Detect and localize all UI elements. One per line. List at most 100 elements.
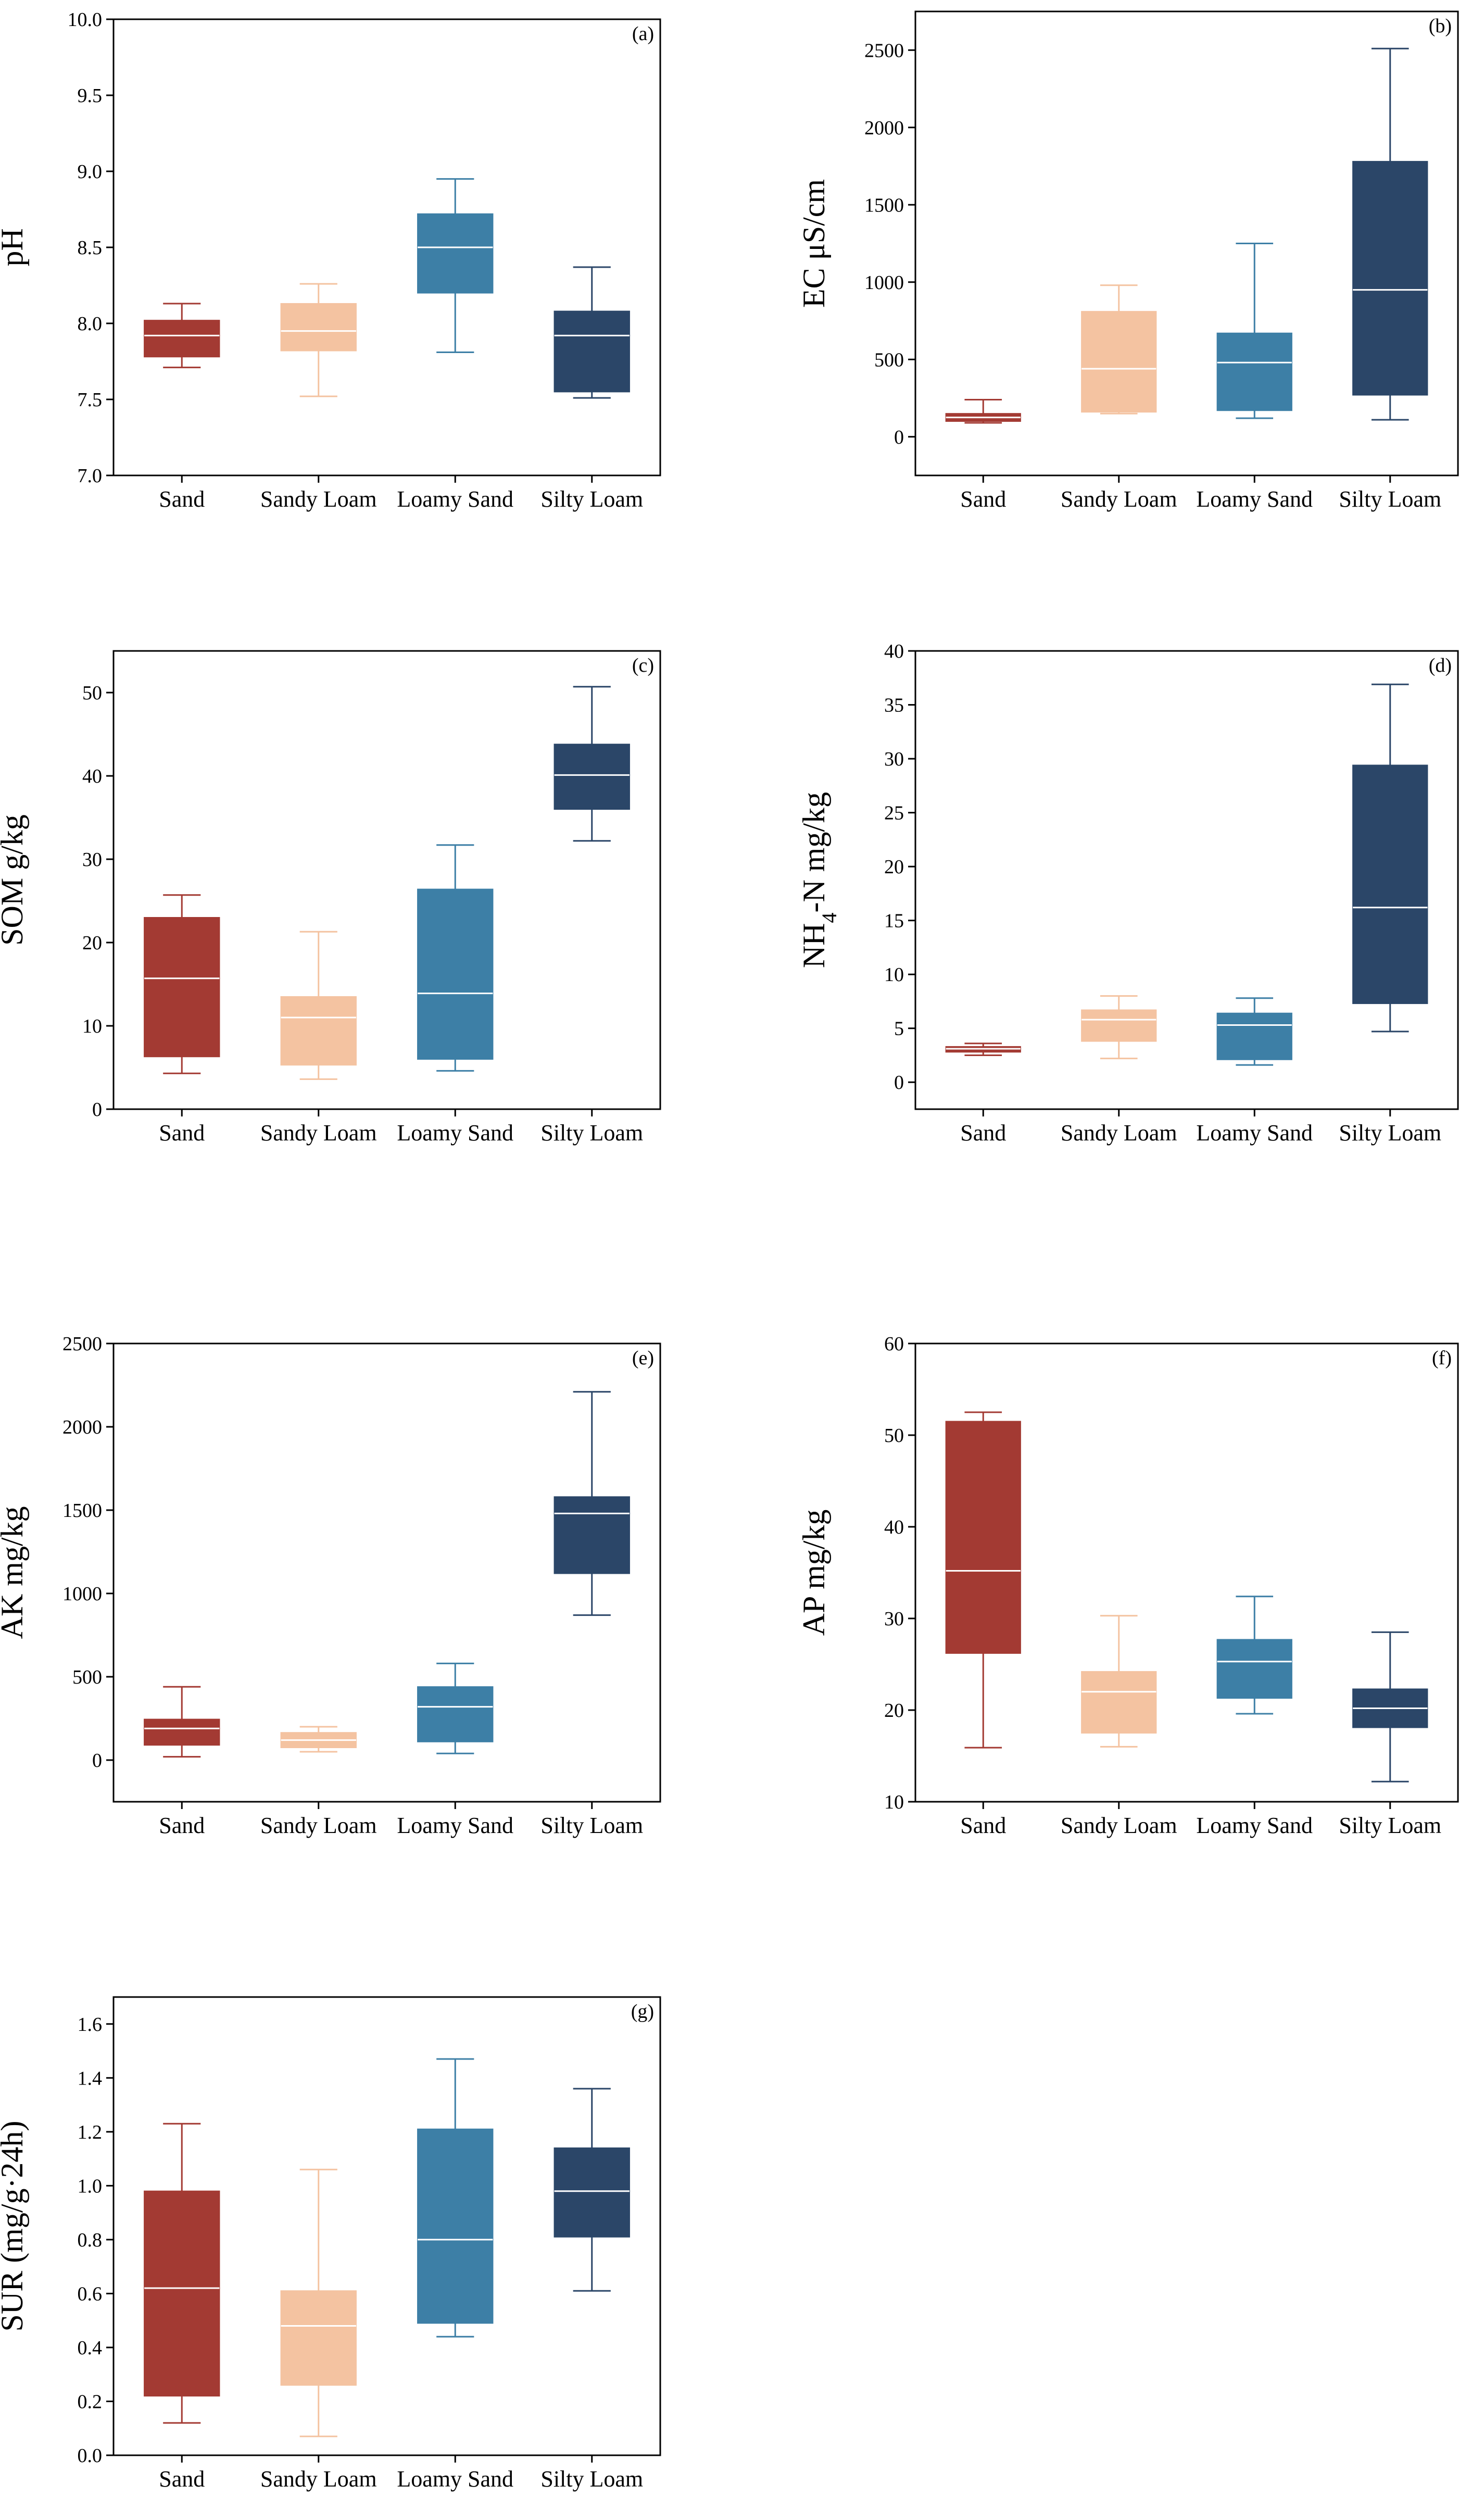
y-tick-label: 0 (92, 1099, 102, 1121)
box-sandy-loam (280, 1726, 357, 1753)
category-label: Sandy Loam (260, 486, 377, 512)
box-silty-loam (1352, 47, 1428, 421)
category-label: Sand (960, 1813, 1006, 1838)
category-label: Sand (159, 486, 205, 512)
y-tick-label: 1.6 (78, 2014, 103, 2036)
category-label: Sand (159, 2466, 205, 2492)
y-tick-label: 10 (884, 964, 904, 986)
category-label: Sandy Loam (1061, 1813, 1177, 1838)
panel-label: (f) (1432, 1347, 1452, 1369)
y-axis-title: pH (0, 228, 29, 266)
y-tick-label: 40 (884, 1516, 904, 1538)
panel-label: (g) (631, 2001, 654, 2023)
chart-panel-f: 10 20 30 40 50 60 Sand Sandy Loam Loamy Sand Silt… (797, 1333, 1459, 1838)
iqr-box (144, 320, 220, 358)
category-label: Sand (960, 1120, 1006, 1146)
iqr-box (554, 1496, 630, 1574)
box-sandy-loam (1081, 284, 1157, 415)
box-loamy-sand (1216, 997, 1292, 1066)
iqr-box (1352, 161, 1428, 396)
y-tick-label: 50 (82, 682, 102, 704)
chart-panel-a: 7.0 7.5 8.0 8.5 9.0 9.5 10.0 Sand Sandy Loam Loam… (0, 9, 661, 512)
plot-frame (112, 18, 661, 476)
y-tick-label: 40 (884, 641, 904, 662)
y-tick-label: 0 (894, 426, 904, 448)
plot-frame (914, 650, 1459, 1110)
iqr-box (554, 310, 630, 393)
box-sandy-loam (280, 283, 357, 397)
box-loamy-sand (1216, 243, 1292, 419)
box-sand (144, 894, 220, 1074)
y-tick-label: 7.5 (78, 389, 103, 411)
y-tick-label: 1500 (62, 1500, 102, 1522)
category-label: Silty Loam (540, 1120, 643, 1146)
box-sand (144, 1686, 220, 1758)
iqr-box (280, 996, 357, 1066)
y-tick-label: 0 (92, 1750, 102, 1772)
y-tick-label: 1.2 (78, 2121, 103, 2143)
y-tick-label: 7.0 (78, 465, 103, 487)
y-tick-label: 15 (884, 910, 904, 932)
y-tick-label: 1.4 (78, 2067, 103, 2089)
box-loamy-sand (417, 178, 494, 353)
y-axis-title-subscript: 4 (818, 912, 841, 923)
iqr-box (1081, 1009, 1157, 1042)
category-label: Sandy Loam (260, 1120, 377, 1146)
y-tick-label: 10 (82, 1015, 102, 1037)
iqr-box (280, 303, 357, 351)
box-silty-loam (1352, 1631, 1428, 1782)
box-sand (945, 1043, 1021, 1056)
y-tick-label: 30 (884, 748, 904, 770)
iqr-box (554, 744, 630, 810)
iqr-box (144, 917, 220, 1058)
y-tick-label: 30 (884, 1608, 904, 1630)
chart-panel-e: 0 500 1000 1500 2000 2500 Sand Sandy Loam Loamy … (0, 1333, 661, 1838)
y-tick-label: 2000 (62, 1416, 102, 1438)
y-tick-label: 500 (72, 1666, 102, 1688)
box-sandy-loam (1081, 995, 1157, 1060)
iqr-box (1216, 332, 1292, 411)
iqr-box (417, 2128, 494, 2324)
plot-frame (914, 1342, 1459, 1803)
y-axis-title: AP mg/kg (797, 1510, 831, 1636)
y-tick-label: 8.5 (78, 237, 103, 259)
panel-label: (e) (632, 1347, 654, 1369)
y-tick-label: 2000 (864, 117, 904, 139)
iqr-box (144, 1718, 220, 1746)
box-silty-loam (554, 2088, 630, 2292)
box-silty-loam (554, 686, 630, 842)
iqr-box (945, 1421, 1021, 1654)
box-sandy-loam (280, 931, 357, 1080)
y-tick-label: 1000 (62, 1583, 102, 1605)
panel-label: (d) (1429, 655, 1452, 676)
y-tick-label: 10 (884, 1791, 904, 1813)
category-label: Silty Loam (1339, 486, 1441, 512)
y-tick-label: 25 (884, 802, 904, 824)
iqr-box (144, 2190, 220, 2397)
y-tick-label: 30 (82, 849, 102, 871)
box-sand (144, 303, 220, 369)
category-label: Sandy Loam (260, 2466, 377, 2492)
box-silty-loam (1352, 683, 1428, 1033)
category-label: Sand (159, 1120, 205, 1146)
iqr-box (417, 888, 494, 1060)
iqr-box (554, 2147, 630, 2238)
y-axis-title: SUR (mg/g·24h) (0, 2121, 29, 2332)
y-tick-label: 0.4 (78, 2337, 103, 2359)
plot-frame (112, 1342, 661, 1803)
category-label: Loamy Sand (397, 1813, 513, 1838)
chart-panel-g: 0.0 0.2 0.4 0.6 0.8 1.0 1.2 1.4 1.6 Sand Sandy Loa… (0, 1996, 661, 2492)
chart-panel-d: 0 5 10 15 20 25 30 35 40 Sand Sandy Loam Loamy Sand… (797, 641, 1459, 1146)
y-tick-label: 1.0 (78, 2175, 103, 2197)
box-sand (945, 398, 1021, 424)
box-sand (945, 1411, 1021, 1749)
category-label: Sandy Loam (260, 1813, 377, 1838)
y-tick-label: 500 (874, 349, 904, 371)
y-tick-label: 2500 (62, 1333, 102, 1355)
y-tick-label: 9.5 (78, 85, 103, 107)
category-label: Loamy Sand (397, 2466, 513, 2492)
y-tick-label: 10.0 (68, 9, 103, 31)
chart-panel-b: 0 500 1000 1500 2000 2500 Sand Sandy Loam Loamy … (797, 10, 1459, 512)
y-tick-label: 20 (884, 1700, 904, 1722)
